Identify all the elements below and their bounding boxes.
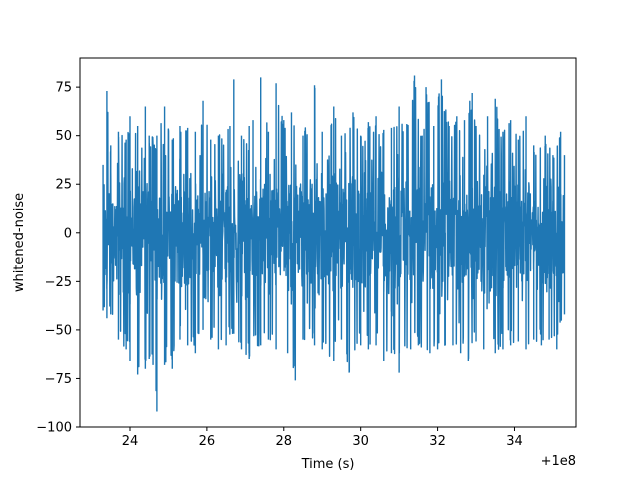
x-tick-label: 30 <box>352 434 369 449</box>
x-axis-label: Time (s) <box>301 457 355 472</box>
axes-frame <box>79 57 577 428</box>
x-axis-ticks: 24 26 28 30 32 34 <box>122 427 523 449</box>
x-tick-label: 32 <box>429 434 446 449</box>
y-tick-label: 25 <box>55 178 72 193</box>
x-tick-label: 26 <box>199 434 216 449</box>
x-tick-label: 24 <box>122 434 139 449</box>
x-tick-label: 28 <box>276 434 293 449</box>
x-axis-offset-label: +1e8 <box>541 454 576 469</box>
y-tick-label: 0 <box>64 226 72 241</box>
series-line-0 <box>102 75 566 412</box>
y-tick-label: −100 <box>36 421 72 436</box>
y-axis-label: whitened-noise <box>12 193 27 292</box>
y-axis-ticks: −100 −75 −50 −25 0 25 50 75 <box>36 81 80 436</box>
y-tick-label: −75 <box>45 372 72 387</box>
y-tick-label: −50 <box>45 323 72 338</box>
plot-area <box>102 75 566 412</box>
y-tick-label: 75 <box>55 81 72 96</box>
x-tick-label: 34 <box>506 434 523 449</box>
y-tick-label: −25 <box>45 275 72 290</box>
y-tick-label: 50 <box>55 129 72 144</box>
